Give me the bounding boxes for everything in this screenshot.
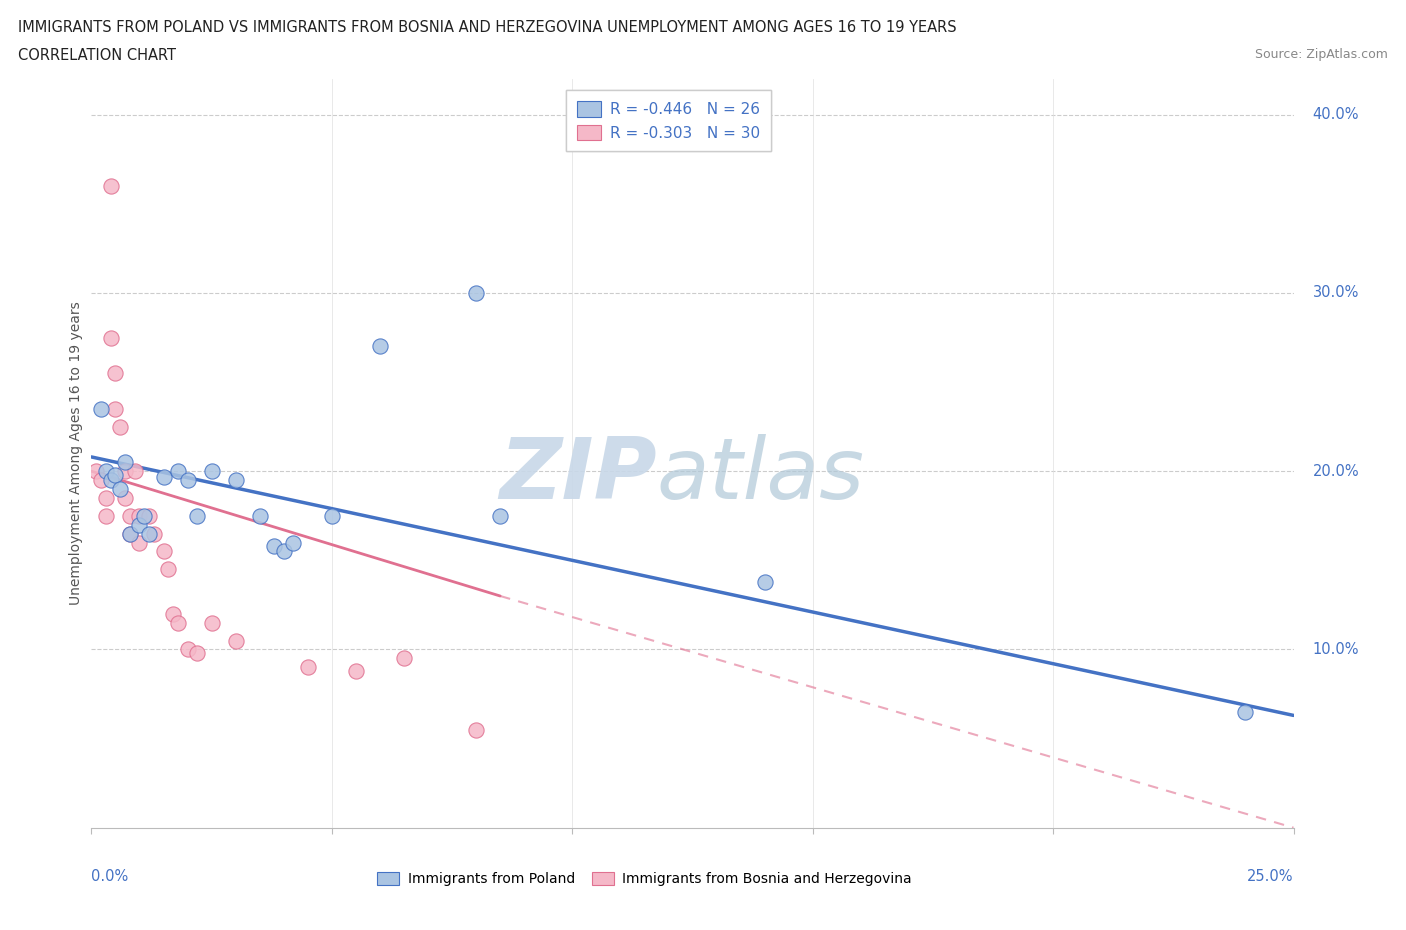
Point <box>94 464 117 479</box>
Point <box>152 469 174 484</box>
Point <box>114 455 136 470</box>
Point <box>465 723 488 737</box>
Point <box>392 651 415 666</box>
Point <box>90 402 112 417</box>
Point <box>157 562 180 577</box>
Y-axis label: Unemployment Among Ages 16 to 19 years: Unemployment Among Ages 16 to 19 years <box>69 301 83 605</box>
Text: 25.0%: 25.0% <box>1247 869 1294 883</box>
Point <box>100 330 122 345</box>
Point <box>167 616 190 631</box>
Point <box>114 464 136 479</box>
Text: ZIP: ZIP <box>499 434 657 517</box>
Text: 30.0%: 30.0% <box>1313 286 1360 300</box>
Point <box>263 538 285 553</box>
Point <box>134 509 156 524</box>
Point <box>186 645 208 660</box>
Point <box>84 464 107 479</box>
Point <box>128 535 150 550</box>
Text: CORRELATION CHART: CORRELATION CHART <box>18 48 176 63</box>
Point <box>104 365 127 380</box>
Point <box>104 402 127 417</box>
Point <box>110 419 132 434</box>
Point <box>186 509 208 524</box>
Text: 40.0%: 40.0% <box>1313 107 1360 122</box>
Text: IMMIGRANTS FROM POLAND VS IMMIGRANTS FROM BOSNIA AND HERZEGOVINA UNEMPLOYMENT AM: IMMIGRANTS FROM POLAND VS IMMIGRANTS FRO… <box>18 20 957 35</box>
Point <box>368 339 391 354</box>
Point <box>128 517 150 532</box>
Point <box>104 467 127 482</box>
Point <box>124 464 146 479</box>
Point <box>128 509 150 524</box>
Point <box>90 472 112 487</box>
Point <box>94 490 117 505</box>
Text: Source: ZipAtlas.com: Source: ZipAtlas.com <box>1254 48 1388 61</box>
Text: 20.0%: 20.0% <box>1313 464 1360 479</box>
Point <box>162 606 184 621</box>
Point <box>201 464 224 479</box>
Point <box>114 490 136 505</box>
Point <box>118 509 141 524</box>
Point <box>249 509 271 524</box>
Point <box>283 535 305 550</box>
Point <box>321 509 343 524</box>
Point <box>142 526 165 541</box>
Point <box>110 482 132 497</box>
Point <box>1234 704 1257 719</box>
Point <box>489 509 512 524</box>
Text: 0.0%: 0.0% <box>91 869 128 883</box>
Point <box>100 179 122 193</box>
Text: atlas: atlas <box>657 434 865 517</box>
Point <box>201 616 224 631</box>
Point <box>176 472 198 487</box>
Point <box>273 544 295 559</box>
Point <box>754 574 776 590</box>
Legend: R = -0.446   N = 26, R = -0.303   N = 30: R = -0.446 N = 26, R = -0.303 N = 30 <box>565 90 770 152</box>
Point <box>118 526 141 541</box>
Point <box>225 633 247 648</box>
Point <box>344 663 367 678</box>
Point <box>465 286 488 300</box>
Point <box>167 464 190 479</box>
Point <box>118 526 141 541</box>
Point <box>100 472 122 487</box>
Text: 10.0%: 10.0% <box>1313 642 1360 657</box>
Point <box>138 509 160 524</box>
Point <box>94 509 117 524</box>
Point <box>225 472 247 487</box>
Point <box>152 544 174 559</box>
Point <box>176 642 198 657</box>
Point <box>138 526 160 541</box>
Point <box>297 660 319 675</box>
